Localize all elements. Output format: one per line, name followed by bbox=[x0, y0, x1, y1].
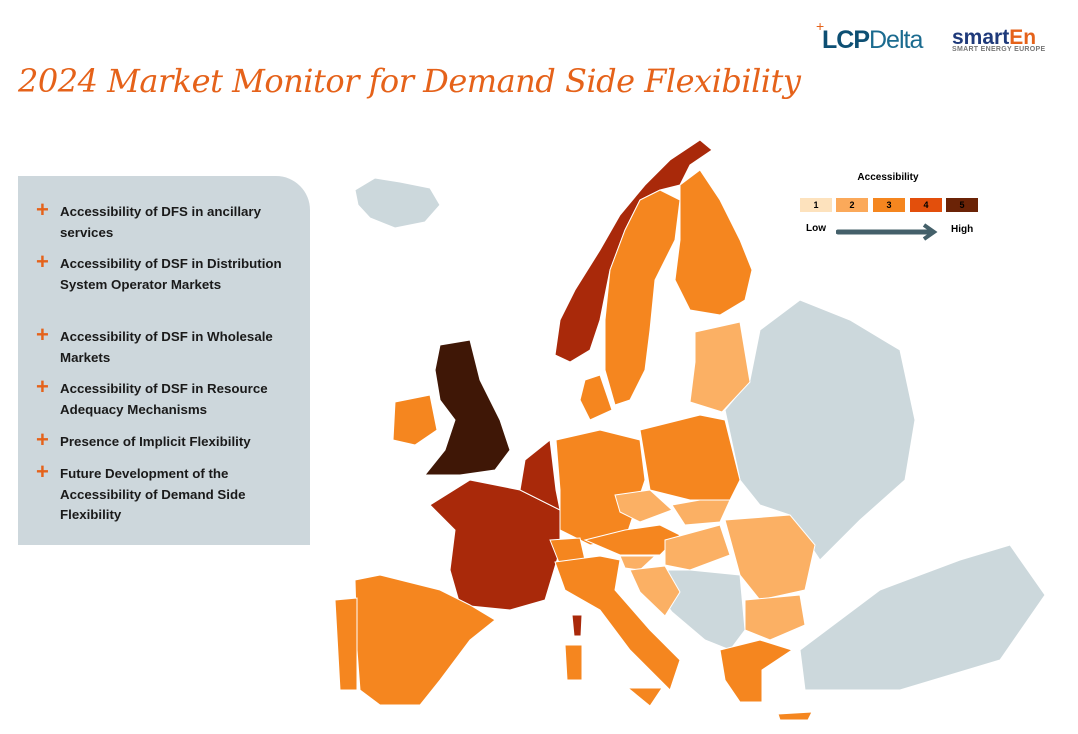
sidebar-item-adequacy[interactable]: + Accessibility of DSF in Resource Adequa… bbox=[36, 374, 268, 417]
country-sicily[interactable] bbox=[626, 687, 663, 707]
plus-icon: + bbox=[36, 197, 49, 222]
country-russia-belarus-ukraine[interactable] bbox=[724, 299, 916, 561]
country-croatia[interactable] bbox=[629, 565, 681, 617]
sidebar-panel: + Accessibility of DFS in ancillary servi… bbox=[18, 176, 310, 545]
country-greece[interactable] bbox=[719, 639, 794, 703]
country-turkey[interactable] bbox=[799, 544, 1046, 691]
country-germany[interactable] bbox=[555, 429, 646, 546]
country-spain[interactable] bbox=[354, 574, 496, 706]
plus-icon: + bbox=[36, 322, 49, 347]
legend-high-label: High bbox=[951, 224, 974, 235]
country-sardinia[interactable] bbox=[564, 644, 583, 681]
country-uk[interactable] bbox=[423, 339, 511, 476]
legend-title: Accessibility bbox=[857, 172, 919, 183]
country-czechia[interactable] bbox=[614, 489, 673, 523]
legend-swatch-5: 5 bbox=[946, 198, 978, 212]
sidebar-item-dso[interactable]: + Accessibility of DSF in Distribution Sy… bbox=[36, 249, 282, 292]
country-denmark[interactable] bbox=[579, 374, 613, 421]
sidebar-item-future[interactable]: + Future Development of the Accessibility… bbox=[36, 459, 246, 522]
country-slovakia[interactable] bbox=[671, 499, 731, 526]
legend-swatch-2: 2 bbox=[836, 198, 868, 212]
country-iceland[interactable] bbox=[354, 177, 441, 229]
legend-swatch-1: 1 bbox=[800, 198, 832, 212]
country-baltics[interactable] bbox=[689, 321, 751, 413]
country-ireland[interactable] bbox=[392, 394, 438, 446]
legend-low-label: Low bbox=[806, 223, 826, 234]
country-corsica[interactable] bbox=[571, 614, 583, 637]
legend-swatch-3: 3 bbox=[873, 198, 905, 212]
plus-icon: + bbox=[36, 374, 49, 399]
country-benelux[interactable] bbox=[519, 439, 561, 511]
country-poland[interactable] bbox=[639, 414, 741, 501]
lcpdelta-logo: + LCPDelta bbox=[816, 18, 923, 54]
country-crete[interactable] bbox=[777, 711, 813, 721]
page-title: 2024 Market Monitor for Demand Side Flex… bbox=[18, 62, 801, 100]
plus-icon: + bbox=[36, 459, 49, 484]
smarten-logo: smartEn SMART ENERGY EUROPE bbox=[952, 26, 1046, 53]
plus-icon: + bbox=[36, 427, 49, 452]
sidebar-item-implicit[interactable]: + Presence of Implicit Flexibility bbox=[36, 427, 251, 452]
legend-swatch-4: 4 bbox=[910, 198, 942, 212]
country-romania[interactable] bbox=[724, 514, 816, 601]
country-portugal[interactable] bbox=[334, 597, 358, 691]
country-austria[interactable] bbox=[583, 524, 681, 556]
legend: Accessibility 1 2 3 4 5 Low High bbox=[798, 172, 988, 241]
sidebar-item-ancillary[interactable]: + Accessibility of DFS in ancillary servi… bbox=[36, 197, 261, 240]
country-finland[interactable] bbox=[674, 169, 753, 316]
country-bulgaria[interactable] bbox=[744, 594, 806, 641]
plus-icon: + bbox=[36, 249, 49, 274]
country-france[interactable] bbox=[429, 479, 561, 611]
arrow-right-icon bbox=[836, 223, 938, 241]
country-hungary[interactable] bbox=[664, 524, 731, 571]
country-sweden[interactable] bbox=[604, 189, 681, 406]
sidebar-item-wholesale[interactable]: + Accessibility of DSF in Wholesale Marke… bbox=[36, 322, 273, 365]
country-norway[interactable] bbox=[554, 139, 713, 363]
country-italy[interactable] bbox=[554, 555, 681, 691]
